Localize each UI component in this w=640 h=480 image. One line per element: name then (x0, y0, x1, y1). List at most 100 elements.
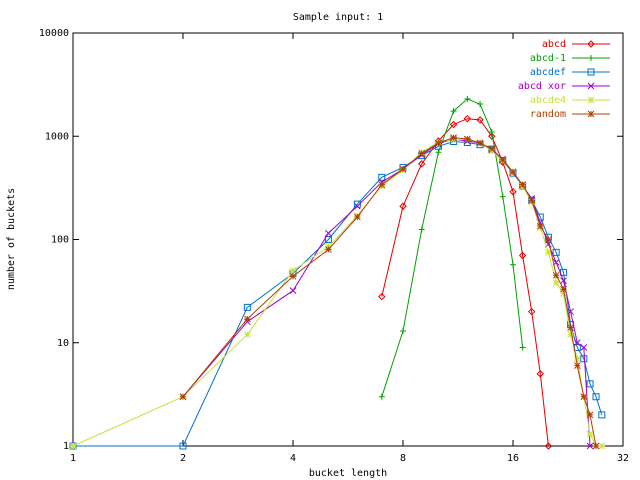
data-point (243, 303, 251, 311)
data-point (289, 272, 297, 280)
data-point (586, 411, 594, 419)
data-point (527, 307, 536, 316)
data-point (592, 442, 600, 450)
data-point (587, 68, 595, 76)
data-point (353, 202, 361, 210)
x-axis-label: bucket length (309, 468, 387, 479)
data-point (418, 226, 425, 233)
data-point (324, 236, 332, 243)
y-tick-label: 1000 (45, 131, 69, 142)
data-point (587, 82, 595, 90)
chart-title: Sample input: 1 (293, 12, 383, 23)
series-line (381, 98, 524, 397)
data-point (573, 355, 581, 363)
data-point (587, 40, 595, 48)
data-point (378, 393, 385, 400)
data-point (509, 188, 517, 196)
legend-label: abcdef (530, 67, 566, 78)
y-tick-label: 1 (63, 441, 69, 452)
data-point (552, 279, 560, 287)
x-tick-label: 16 (507, 453, 519, 464)
data-point (243, 315, 251, 323)
data-point (399, 165, 407, 173)
data-point (519, 344, 526, 351)
data-point (573, 339, 581, 347)
data-point (488, 128, 495, 135)
data-point (450, 134, 457, 141)
data-point (449, 120, 458, 129)
legend-label: abcd (542, 39, 566, 50)
x-tick-label: 8 (400, 453, 406, 464)
data-point (509, 168, 517, 176)
data-point (567, 308, 574, 316)
data-point (463, 114, 472, 123)
data-point (573, 362, 581, 370)
data-point (243, 331, 251, 338)
data-point (544, 233, 552, 241)
data-point (499, 193, 506, 200)
data-point (325, 246, 332, 253)
data-point (289, 287, 297, 294)
data-point (353, 213, 361, 221)
data-point (586, 442, 594, 450)
data-point (580, 355, 588, 363)
data-point (378, 292, 386, 301)
data-point (463, 135, 471, 143)
data-point (567, 324, 574, 332)
x-tick-label: 2 (180, 453, 186, 464)
data-point (567, 331, 574, 338)
series-line (381, 118, 549, 447)
data-point (580, 344, 588, 351)
data-point (476, 139, 484, 147)
data-point (488, 145, 496, 152)
series-layer (69, 95, 606, 450)
data-point (560, 290, 567, 297)
data-point (325, 229, 332, 237)
data-point (587, 96, 595, 104)
data-point (518, 251, 527, 260)
data-point (580, 393, 588, 401)
data-point (353, 200, 361, 208)
data-point (536, 370, 544, 378)
data-point (435, 139, 442, 147)
data-point (545, 249, 552, 256)
x-axis: 1 2 4 8 16 32 (70, 33, 629, 464)
data-point (598, 442, 606, 450)
series-abcd-1 (378, 95, 526, 400)
data-point (552, 248, 560, 256)
data-point (476, 116, 484, 124)
data-point (545, 236, 552, 243)
data-point (510, 261, 516, 268)
legend-label: abcde4 (530, 95, 566, 106)
data-point (417, 160, 426, 168)
data-point (400, 327, 406, 334)
y-axis-label: number of buckets (6, 188, 17, 290)
data-point (536, 222, 544, 230)
data-point (488, 132, 496, 140)
x-tick-label: 32 (617, 453, 629, 464)
data-point (179, 442, 187, 450)
data-point (378, 181, 386, 188)
data-point (519, 181, 526, 188)
data-point (528, 196, 536, 204)
data-point (544, 442, 553, 450)
legend-label: abcd xor (518, 81, 566, 92)
series-line (182, 137, 597, 447)
data-point (464, 95, 471, 102)
data-point (450, 108, 457, 115)
legend-label: random (530, 109, 566, 120)
series-random (179, 134, 600, 450)
data-point (586, 380, 594, 388)
data-point (552, 271, 560, 279)
data-point (399, 202, 407, 210)
y-axis: 1 10 100 1000 10000 (39, 28, 623, 452)
data-point (588, 55, 594, 61)
data-point (289, 267, 297, 274)
data-point (587, 110, 595, 118)
data-point (499, 156, 507, 164)
x-tick-label: 4 (290, 453, 296, 464)
data-point (418, 150, 426, 157)
data-point (598, 411, 606, 419)
x-tick-label: 1 (70, 453, 76, 464)
